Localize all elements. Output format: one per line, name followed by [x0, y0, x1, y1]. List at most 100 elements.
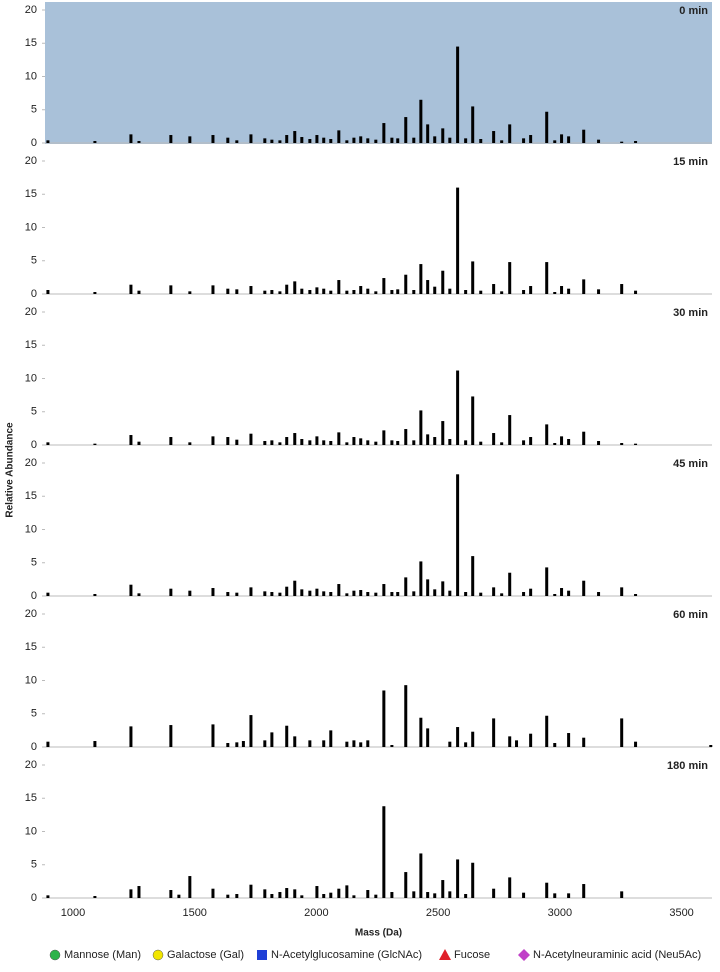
- bar: [308, 139, 312, 143]
- x-tick-label: 2500: [426, 907, 450, 919]
- bar: [492, 718, 496, 747]
- bar: [285, 284, 289, 294]
- bar: [582, 279, 586, 294]
- panel: 0 5 10 15 20 180 min 1000 1500 2000 2500 3000 3500 M…: [25, 759, 712, 939]
- y-tick-label: 15: [25, 641, 37, 653]
- bar: [226, 743, 230, 747]
- bar: [93, 741, 97, 747]
- bar: [337, 130, 341, 143]
- bar: [293, 580, 297, 596]
- bar: [492, 433, 496, 445]
- bar: [270, 732, 274, 747]
- bar: [374, 592, 378, 596]
- bar: [270, 592, 274, 596]
- bar: [620, 284, 624, 294]
- y-tick-label: 15: [25, 490, 37, 502]
- bar: [226, 592, 230, 596]
- bar: [249, 286, 253, 294]
- x-tick-label: 1000: [61, 907, 85, 919]
- y-axis-label: Relative Abundance: [5, 422, 16, 518]
- bar: [396, 441, 400, 445]
- bar: [129, 889, 133, 898]
- bar: [308, 590, 312, 596]
- legend-symbol: [518, 949, 530, 961]
- bar: [46, 895, 50, 898]
- bar: [337, 584, 341, 596]
- bar: [620, 141, 624, 143]
- bar: [426, 728, 430, 747]
- bar: [582, 431, 586, 445]
- bar: [508, 124, 512, 143]
- bar: [322, 894, 326, 898]
- bar: [169, 588, 173, 596]
- bar: [169, 725, 173, 747]
- bar: [464, 290, 468, 294]
- bar: [441, 880, 445, 898]
- bar: [188, 291, 192, 294]
- bar: [508, 877, 512, 898]
- bar: [456, 187, 460, 294]
- bar: [241, 741, 245, 747]
- bar: [634, 141, 638, 143]
- bar: [492, 131, 496, 143]
- bar: [419, 561, 423, 596]
- bar: [620, 443, 624, 445]
- bar: [270, 440, 274, 445]
- bar: [529, 437, 533, 445]
- bar: [404, 577, 408, 596]
- bar: [471, 396, 475, 445]
- bar: [270, 139, 274, 143]
- bar: [567, 439, 571, 445]
- y-tick-label: 10: [25, 825, 37, 837]
- y-tick-label: 15: [25, 37, 37, 49]
- bar: [226, 437, 230, 445]
- y-tick-label: 0: [31, 892, 37, 904]
- bar: [352, 290, 356, 294]
- bar: [709, 745, 713, 747]
- bar: [366, 288, 370, 294]
- y-tick-label: 15: [25, 188, 37, 200]
- bar: [433, 589, 437, 596]
- bar: [419, 264, 423, 294]
- bar: [390, 440, 394, 445]
- bar: [308, 740, 312, 747]
- bar: [390, 592, 394, 596]
- bar: [235, 289, 239, 294]
- bar: [249, 884, 253, 898]
- bar: [235, 439, 239, 445]
- bar: [129, 134, 133, 143]
- bar: [500, 140, 504, 143]
- bar: [235, 894, 239, 898]
- panel: 0 5 10 15 20 0 min: [25, 2, 712, 149]
- bar: [545, 262, 549, 294]
- bar: [129, 284, 133, 294]
- bar: [522, 290, 526, 294]
- panel-title: 45 min: [673, 458, 708, 470]
- bar: [433, 286, 437, 294]
- bar: [366, 138, 370, 143]
- bar: [471, 731, 475, 747]
- bar: [137, 141, 141, 143]
- x-tick-label: 2000: [304, 907, 328, 919]
- bar: [412, 591, 416, 596]
- bar: [169, 135, 173, 143]
- bar: [448, 590, 452, 596]
- panel-title: 180 min: [667, 760, 708, 772]
- bar: [285, 437, 289, 445]
- bar: [93, 896, 97, 898]
- bar: [456, 370, 460, 445]
- bar: [211, 285, 215, 294]
- y-tick-label: 5: [31, 859, 37, 871]
- bar: [188, 876, 192, 898]
- bar: [382, 430, 386, 445]
- bar: [560, 286, 564, 294]
- bar: [300, 137, 304, 143]
- bar: [329, 290, 333, 294]
- bar: [471, 106, 475, 143]
- y-tick-label: 10: [25, 70, 37, 82]
- bar: [553, 893, 557, 898]
- bar: [448, 891, 452, 898]
- bar: [620, 891, 624, 898]
- bar: [46, 741, 50, 747]
- bar: [382, 278, 386, 294]
